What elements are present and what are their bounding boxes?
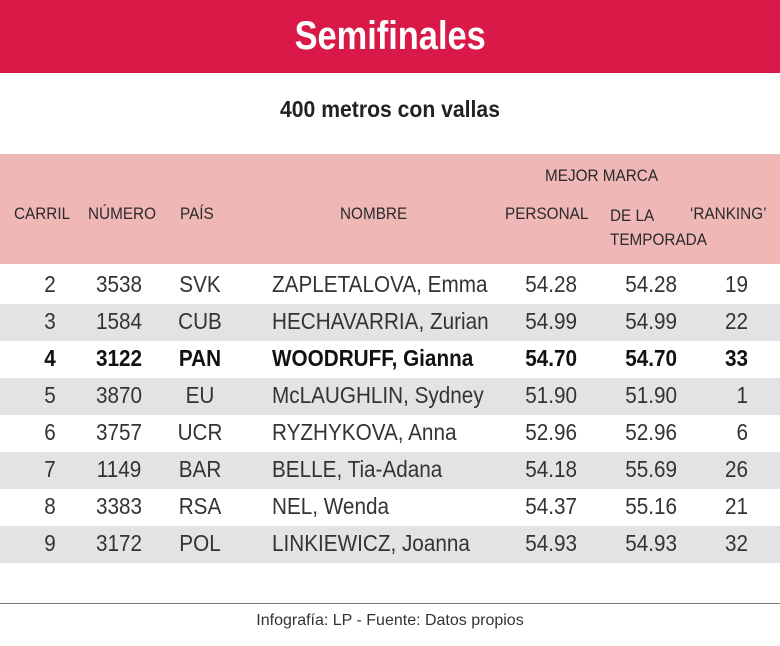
cell-carril: 5 xyxy=(44,382,56,408)
header-pais: PAÍS xyxy=(180,204,214,223)
cell-pais: CUB xyxy=(178,308,222,334)
cell-personal: 54.93 xyxy=(525,530,577,556)
cell-nombre: RYZHYKOVA, Anna xyxy=(272,419,457,445)
cell-pais: UCR xyxy=(177,419,223,445)
footer-divider xyxy=(0,603,780,604)
table-row: 5 3870 EU McLAUGHLIN, Sydney 51.90 51.90… xyxy=(0,378,780,415)
cell-numero: 3757 xyxy=(95,419,143,445)
cell-ranking: 33 xyxy=(724,345,748,371)
cell-temporada: 54.93 xyxy=(625,530,677,556)
cell-temporada: 54.28 xyxy=(625,271,677,297)
cell-temporada: 54.70 xyxy=(625,345,677,371)
cell-personal: 54.18 xyxy=(525,456,577,482)
table-row: 9 3172 POL LINKIEWICZ, Joanna 54.93 54.9… xyxy=(0,526,780,563)
event-subtitle: 400 metros con vallas xyxy=(280,96,500,122)
cell-numero: 3870 xyxy=(95,382,143,408)
cell-carril: 2 xyxy=(44,271,56,297)
cell-temporada: 51.90 xyxy=(625,382,677,408)
header-nombre: NOMBRE xyxy=(340,204,408,223)
cell-nombre: McLAUGHLIN, Sydney xyxy=(272,382,484,408)
table-body: 2 3538 SVK ZAPLETALOVA, Emma 54.28 54.28… xyxy=(0,267,780,563)
table-header: CARRIL NÚMERO PAÍS NOMBRE MEJOR MARCA PE… xyxy=(0,154,780,264)
cell-carril: 8 xyxy=(44,493,56,519)
cell-carril: 9 xyxy=(44,530,56,556)
cell-personal: 52.96 xyxy=(525,419,577,445)
cell-nombre: HECHAVARRIA, Zurian xyxy=(272,308,489,334)
cell-personal: 51.90 xyxy=(525,382,577,408)
cell-nombre: BELLE, Tia-Adana xyxy=(272,456,443,482)
cell-ranking: 19 xyxy=(724,271,748,297)
cell-nombre: LINKIEWICZ, Joanna xyxy=(272,530,470,556)
cell-ranking: 1 xyxy=(736,382,748,408)
cell-nombre: NEL, Wenda xyxy=(272,493,389,519)
cell-personal: 54.99 xyxy=(525,308,577,334)
cell-numero: 3172 xyxy=(95,530,143,556)
header-temporada: DE LA TEMPORADA xyxy=(610,204,707,252)
cell-pais: POL xyxy=(179,530,221,556)
cell-numero: 1149 xyxy=(96,456,142,482)
header-numero: NÚMERO xyxy=(88,204,157,223)
cell-pais: BAR xyxy=(178,456,222,482)
cell-ranking: 32 xyxy=(724,530,748,556)
cell-ranking: 21 xyxy=(724,493,748,519)
table-row: 7 1149 BAR BELLE, Tia-Adana 54.18 55.69 … xyxy=(0,452,780,489)
cell-numero: 3538 xyxy=(95,271,143,297)
cell-personal: 54.28 xyxy=(525,271,577,297)
cell-nombre: WOODRUFF, Gianna xyxy=(272,345,474,371)
cell-temporada: 55.16 xyxy=(625,493,677,519)
header-temporada-label: TEMPORADA xyxy=(610,230,707,249)
table-row: 8 3383 RSA NEL, Wenda 54.37 55.16 21 xyxy=(0,489,780,526)
cell-numero: 1584 xyxy=(95,308,143,334)
table-row-highlighted: 4 3122 PAN WOODRUFF, Gianna 54.70 54.70 … xyxy=(0,341,780,378)
credit-line: Infografía: LP - Fuente: Datos propios xyxy=(256,612,524,629)
cell-ranking: 22 xyxy=(724,308,748,334)
cell-personal: 54.70 xyxy=(525,345,577,371)
header-personal: PERSONAL xyxy=(505,204,589,223)
cell-personal: 54.37 xyxy=(525,493,577,519)
header-carril: CARRIL xyxy=(14,204,71,223)
cell-carril: 7 xyxy=(44,456,56,482)
cell-ranking: 26 xyxy=(724,456,748,482)
table-row: 2 3538 SVK ZAPLETALOVA, Emma 54.28 54.28… xyxy=(0,267,780,304)
header-ranking: ‘RANKING’ xyxy=(690,204,767,223)
title-banner: Semifinales xyxy=(0,0,780,73)
table-row: 6 3757 UCR RYZHYKOVA, Anna 52.96 52.96 6 xyxy=(0,415,780,452)
cell-pais: EU xyxy=(185,382,215,408)
cell-ranking: 6 xyxy=(736,419,748,445)
cell-numero: 3122 xyxy=(95,345,143,371)
cell-temporada: 52.96 xyxy=(625,419,677,445)
cell-carril: 6 xyxy=(44,419,56,445)
cell-temporada: 54.99 xyxy=(625,308,677,334)
cell-pais: PAN xyxy=(178,345,222,371)
table-row: 3 1584 CUB HECHAVARRIA, Zurian 54.99 54.… xyxy=(0,304,780,341)
cell-temporada: 55.69 xyxy=(625,456,677,482)
header-de-la: DE LA xyxy=(610,206,655,225)
cell-pais: RSA xyxy=(178,493,222,519)
cell-carril: 4 xyxy=(44,345,56,371)
cell-nombre: ZAPLETALOVA, Emma xyxy=(272,271,488,297)
page-title: Semifinales xyxy=(294,14,486,58)
header-mejor-marca: MEJOR MARCA xyxy=(545,166,659,185)
cell-pais: SVK xyxy=(179,271,221,297)
cell-numero: 3383 xyxy=(95,493,143,519)
cell-carril: 3 xyxy=(44,308,56,334)
